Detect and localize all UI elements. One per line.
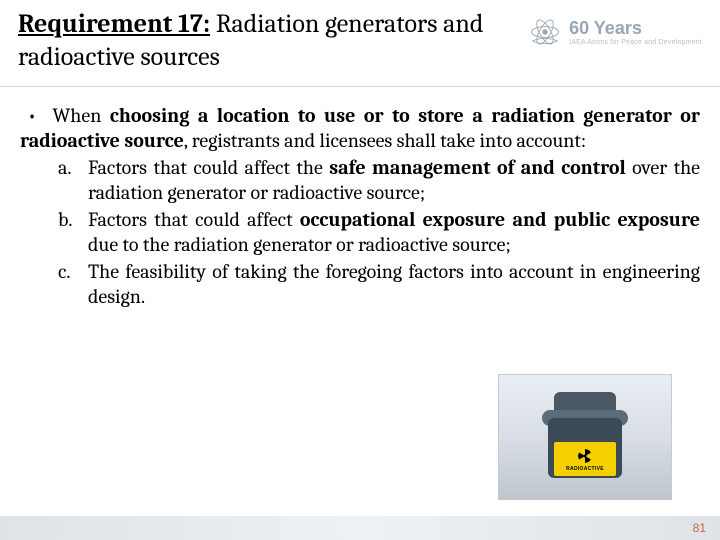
- footer-band: [0, 516, 720, 540]
- radioactive-container-illustration: RADIOACTIVE: [498, 374, 672, 500]
- iaea-logo-block: 60 Years IAEA Atoms for Peace and Develo…: [527, 14, 702, 50]
- list-text-c: The feasibility of taking the foregoing …: [88, 259, 700, 309]
- list-text-a: Factors that could affect the safe manag…: [88, 155, 700, 205]
- list-marker-c: c.: [58, 259, 88, 309]
- logo-acronym-tagline: IAEA Atoms for Peace and Development: [569, 39, 702, 46]
- trefoil-icon: [576, 447, 594, 465]
- item-b-bold: occupational exposure and public exposur…: [300, 208, 700, 231]
- lettered-list: a. Factors that could affect the safe ma…: [20, 155, 700, 309]
- logo-text: 60 Years IAEA Atoms for Peace and Develo…: [569, 19, 702, 46]
- item-c-pre: The feasibility of taking the foregoing …: [88, 260, 700, 308]
- list-text-b: Factors that could affect occupational e…: [88, 207, 700, 257]
- radioactive-label: RADIOACTIVE: [554, 442, 616, 476]
- title-line-2: radioactive sources: [18, 42, 527, 72]
- logo-tagline: Atoms for Peace and Development: [587, 39, 702, 46]
- title-block: Requirement 17: Radiation generators and…: [18, 10, 527, 72]
- requirement-label: Requirement 17:: [18, 9, 210, 39]
- title-rest-1: Radiation generators and: [210, 9, 483, 39]
- radioactive-label-text: RADIOACTIVE: [566, 466, 604, 472]
- lead-post: , registrants and licensees shall take i…: [184, 129, 586, 152]
- item-a-pre: Factors that could affect the: [88, 156, 329, 179]
- lead-pre: When: [53, 104, 110, 127]
- list-marker-a: a.: [58, 155, 88, 205]
- lead-paragraph: • When choosing a location to use or to …: [20, 103, 700, 153]
- item-b-post: due to the radiation generator or radioa…: [88, 233, 511, 256]
- bullet-icon: •: [20, 103, 44, 128]
- slide-header: Requirement 17: Radiation generators and…: [0, 0, 720, 78]
- iaea-logo-icon: [527, 14, 563, 50]
- item-a-bold: safe management of and control: [329, 156, 625, 179]
- body-content: • When choosing a location to use or to …: [0, 87, 720, 309]
- list-marker-b: b.: [58, 207, 88, 257]
- page-number: 81: [693, 521, 706, 535]
- list-item: c. The feasibility of taking the foregoi…: [58, 259, 700, 309]
- logo-years: 60 Years: [569, 19, 702, 37]
- item-b-pre: Factors that could affect: [88, 208, 300, 231]
- title-line-1: Requirement 17: Radiation generators and: [18, 10, 527, 40]
- canister-icon: RADIOACTIVE: [540, 388, 630, 486]
- list-item: b. Factors that could affect occupationa…: [58, 207, 700, 257]
- list-item: a. Factors that could affect the safe ma…: [58, 155, 700, 205]
- logo-acronym: IAEA: [569, 39, 585, 46]
